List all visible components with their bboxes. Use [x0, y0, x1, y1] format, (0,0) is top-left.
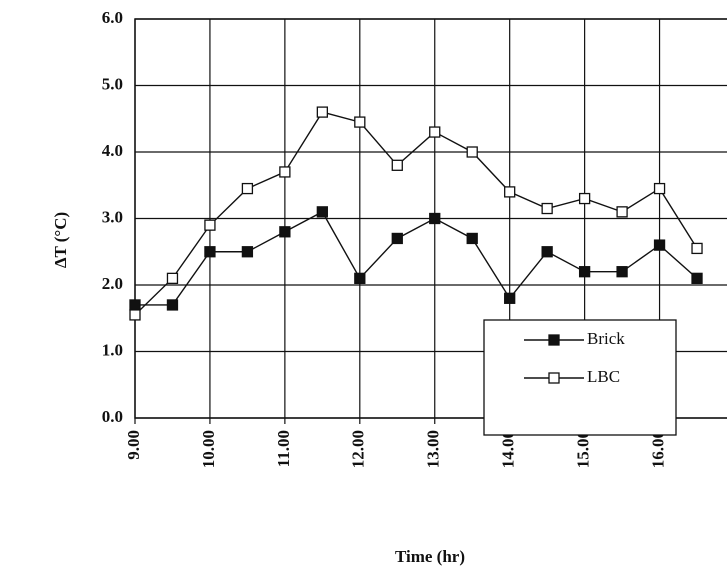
y-tick-label: 3.0 [102, 207, 123, 226]
data-point [578, 192, 591, 205]
y-tick-label: 4.0 [102, 141, 123, 160]
data-point [653, 239, 666, 251]
data-point [504, 292, 516, 304]
y-axis-label: ΔT (°C) [51, 212, 70, 268]
data-point [279, 166, 291, 178]
x-tick-label: 10.00 [199, 430, 218, 468]
legend-marker [548, 334, 560, 346]
data-point [391, 159, 403, 171]
series-line [135, 210, 698, 306]
data-point [316, 206, 328, 218]
data-point [279, 226, 291, 238]
legend-label: Brick [587, 329, 625, 348]
data-point [241, 246, 254, 258]
data-point [166, 272, 179, 285]
data-point [541, 246, 553, 258]
legend-marker [548, 372, 560, 384]
data-point [616, 266, 628, 278]
data-point [504, 186, 516, 198]
x-tick-label: 12.00 [349, 430, 368, 468]
x-tick-label: 15.00 [574, 430, 593, 468]
y-tick-label: 5.0 [102, 74, 123, 93]
data-point [354, 272, 366, 285]
data-point [429, 126, 441, 138]
legend-label: LBC [587, 367, 620, 386]
data-point [391, 232, 403, 245]
data-point [653, 182, 666, 195]
data-point [316, 106, 328, 118]
x-tick-label: 13.00 [424, 430, 443, 468]
data-point [616, 206, 628, 218]
y-tick-label: 6.0 [102, 8, 123, 27]
data-point [241, 182, 254, 195]
x-tick-label: 9.00 [124, 430, 143, 460]
x-tick-label: 11.00 [274, 430, 293, 467]
data-point [691, 272, 703, 285]
data-point [204, 219, 216, 231]
y-tick-label: 2.0 [102, 274, 123, 293]
data-point [429, 212, 441, 225]
y-tick-label: 1.0 [102, 340, 123, 359]
data-point [578, 266, 591, 278]
x-tick-label: 16.00 [648, 430, 667, 468]
data-point [166, 299, 179, 311]
data-point [541, 202, 553, 215]
data-point [129, 309, 141, 321]
data-point [354, 116, 366, 128]
x-axis-label: Time (hr) [395, 547, 465, 566]
series-line [134, 111, 698, 316]
data-point [204, 246, 216, 258]
y-tick-label: 0.0 [102, 407, 123, 426]
plot-frame [134, 18, 727, 419]
x-tick-label: 14.00 [499, 430, 518, 468]
data-point [129, 299, 141, 311]
data-point [691, 242, 703, 255]
data-point [466, 232, 478, 245]
data-point [466, 146, 478, 158]
